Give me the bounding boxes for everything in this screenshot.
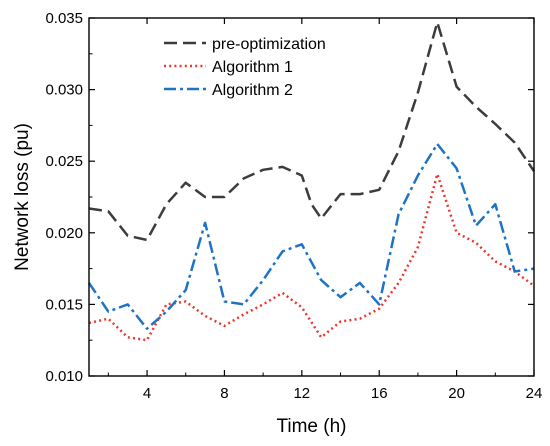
series-line-2	[88, 172, 535, 342]
ticks-layer: 4 8 12 16 20 24 0.010 0.015 0.020 0.025 0.030 0.035	[45, 10, 542, 402]
y-tick-label: 0.010	[45, 368, 83, 385]
y-tick-label: 0.035	[45, 10, 83, 27]
x-tick-label: 8	[220, 385, 228, 402]
y-tick-label: 0.020	[45, 225, 83, 242]
x-tick-label: 20	[448, 385, 465, 402]
legend: pre-optimization Algorithm 1 Algorithm 2	[164, 36, 326, 99]
legend-label-1: pre-optimization	[212, 36, 326, 53]
x-tick-label: 24	[526, 385, 543, 402]
y-axis-title: Network loss (pu)	[12, 123, 33, 271]
y-tick-label: 0.025	[45, 153, 83, 170]
x-axis-title: Time (h)	[276, 416, 346, 437]
legend-label-2: Algorithm 1	[212, 59, 293, 76]
y-tick-label: 0.030	[45, 82, 83, 99]
x-tick-label: 12	[293, 385, 310, 402]
x-tick-label: 16	[371, 385, 388, 402]
series-line-3	[87, 142, 535, 330]
series-line-1	[88, 21, 536, 242]
series-layer	[87, 21, 536, 342]
x-tick-label: 4	[143, 385, 151, 402]
y-tick-label: 0.015	[45, 296, 83, 313]
legend-label-3: Algorithm 2	[212, 82, 293, 99]
